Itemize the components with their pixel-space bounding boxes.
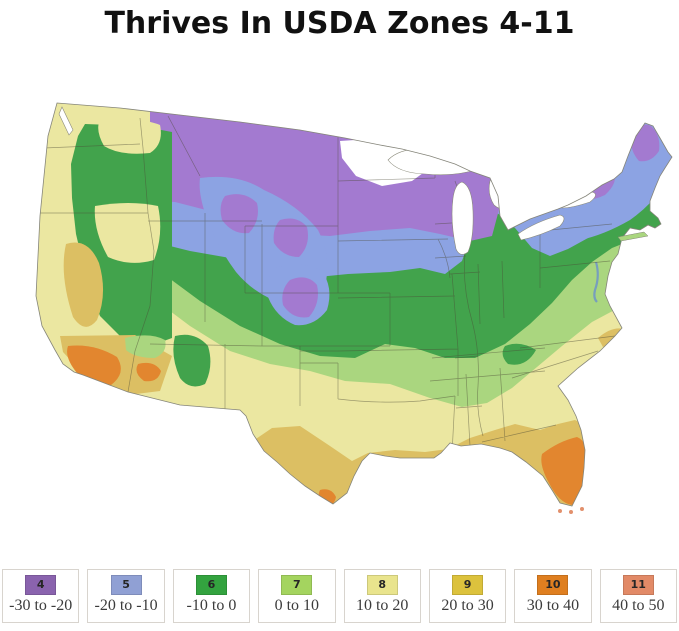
legend-item-zone-5: 5 -20 to -10 [87, 569, 165, 623]
zone-5-swatch: 5 [110, 575, 142, 595]
lake-michigan [451, 181, 474, 255]
zone10-phoenix [136, 362, 161, 382]
usda-zone-map-svg [35, 102, 673, 514]
zone-8-swatch: 8 [366, 575, 398, 595]
legend-item-zone-8: 8 10 to 20 [343, 569, 421, 623]
legend-item-zone-4: 4 -30 to -20 [2, 569, 80, 623]
long-island [617, 231, 649, 242]
zone-7-swatch: 7 [281, 575, 313, 595]
zone-11-range: 40 to 50 [612, 597, 665, 614]
zone4-colorado-pocket [282, 277, 318, 318]
legend-item-zone-10: 10 30 to 40 [514, 569, 592, 623]
zone-8-range: 10 to 20 [355, 597, 409, 614]
zone4-montana-pocket [220, 194, 258, 234]
legend-item-zone-7: 7 0 to 10 [258, 569, 336, 623]
usda-zone-map [0, 91, 679, 563]
chesapeake-bay [593, 261, 599, 303]
zone9-california-valley [63, 242, 104, 327]
florida-keys [558, 507, 584, 514]
zone7-arizona-highlands [125, 335, 166, 358]
zone10-south-florida [541, 437, 589, 505]
zone-4-range: -30 to -20 [9, 597, 73, 614]
zone-6-swatch: 6 [195, 575, 227, 595]
zone-5-range: -20 to -10 [94, 597, 158, 614]
lake-huron [488, 170, 516, 210]
zone-6-range: -10 to 0 [186, 597, 237, 614]
florida-key-dot [558, 509, 562, 513]
map-zones [36, 103, 672, 506]
zone-11-swatch: 11 [622, 575, 654, 595]
legend-item-zone-11: 11 40 to 50 [599, 569, 677, 623]
zone6-newmexico-highlands [173, 334, 211, 387]
puget-sound [58, 106, 74, 136]
us-outline [35, 102, 673, 507]
zone6-appalachian-blob [502, 343, 536, 365]
legend-item-zone-6: 6 -10 to 0 [172, 569, 251, 623]
legend-item-zone-9: 9 20 to 30 [428, 569, 507, 623]
florida-key-dot [580, 507, 584, 511]
florida-key-dot [569, 510, 573, 514]
zone-7-range: 0 to 10 [274, 597, 320, 614]
zone-4-swatch: 4 [25, 575, 57, 595]
zone4-yellowstone-pocket [273, 218, 308, 257]
zone-10-range: 30 to 40 [526, 597, 580, 614]
zone-9-range: 20 to 30 [441, 597, 494, 614]
zone5-new-england [551, 152, 665, 240]
state-borders [40, 115, 616, 455]
zone-9-swatch: 9 [452, 575, 484, 595]
zone-legend: 4 -30 to -20 5 -20 to -10 6 -10 to 0 7 0… [2, 569, 677, 623]
lake-erie [517, 214, 565, 241]
page-title: Thrives In USDA Zones 4-11 [104, 6, 575, 41]
zone-10-swatch: 10 [537, 575, 569, 595]
zone8-oregon-high-desert [94, 203, 161, 263]
